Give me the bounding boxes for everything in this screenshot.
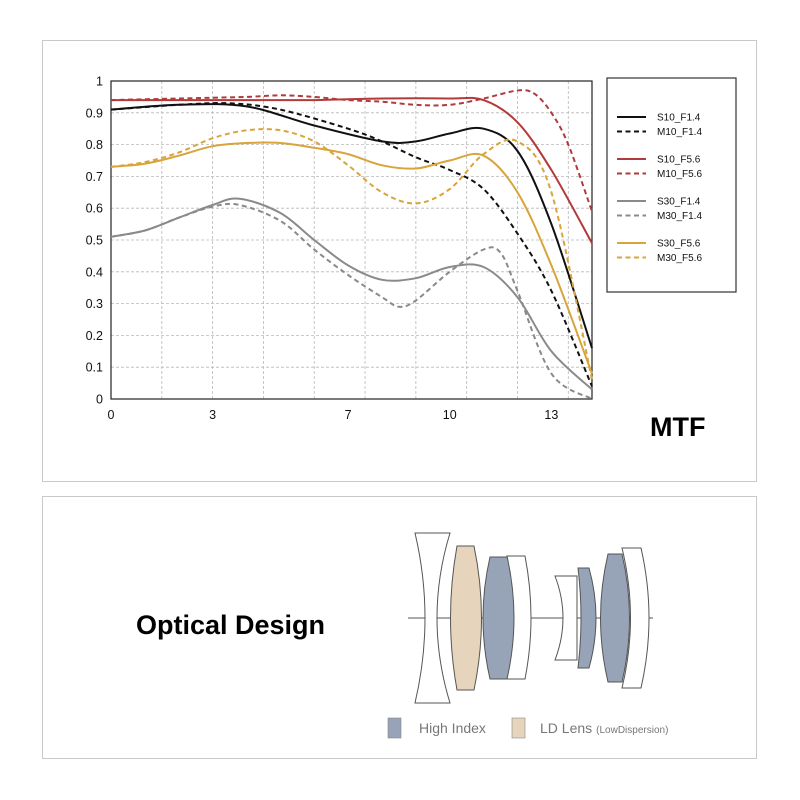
mtf-title: MTF bbox=[650, 412, 706, 442]
x-tick-label: 10 bbox=[443, 408, 457, 422]
series-s10-f5-6 bbox=[110, 96, 593, 244]
y-tick-label: 0.8 bbox=[86, 138, 103, 152]
lens-element-1 bbox=[414, 532, 451, 704]
y-tick-label: 0.6 bbox=[86, 202, 103, 216]
x-tick-label: 0 bbox=[108, 408, 115, 422]
y-tick-label: 1 bbox=[96, 75, 103, 89]
ld-lens-swatch bbox=[511, 717, 526, 739]
series-s30-f5-6 bbox=[110, 141, 593, 374]
ld-lens-note: (LowDispersion) bbox=[596, 725, 668, 736]
y-tick-label: 0.3 bbox=[86, 297, 103, 311]
optical-design-title: Optical Design bbox=[136, 610, 326, 640]
legend-box bbox=[606, 77, 737, 293]
y-tick-label: 0.2 bbox=[86, 329, 103, 343]
series-m10-f5-6 bbox=[110, 89, 593, 212]
optical-design-panel: Optical Design High Index LD Lens (LowDis… bbox=[42, 496, 757, 759]
plot-frame bbox=[110, 80, 593, 400]
lens-element-5 bbox=[554, 575, 578, 661]
series-s30-f1-4 bbox=[110, 197, 593, 391]
legend-label: M10_F5.6 bbox=[657, 169, 702, 180]
y-tick-label: 0 bbox=[96, 393, 103, 407]
legend-label: S30_F5.6 bbox=[657, 239, 701, 250]
y-tick-label: 0.7 bbox=[86, 170, 103, 184]
series-m30-f1-4 bbox=[110, 202, 593, 400]
y-tick-label: 0.9 bbox=[86, 106, 103, 120]
lens-element-8 bbox=[621, 547, 650, 689]
mtf-panel: 0 0.1 0.2 0.3 0.4 0.5 0.6 0.7 0.8 0.9 1 0 3 7 10 13 S10… bbox=[42, 40, 757, 482]
x-tick-label: 3 bbox=[209, 408, 216, 422]
legend-label: S10_F1.4 bbox=[657, 113, 701, 124]
legend-label: S30_F1.4 bbox=[657, 197, 701, 208]
lens-element-4 bbox=[506, 555, 532, 680]
lens-element-high-index-3 bbox=[600, 553, 630, 683]
legend-label: M10_F1.4 bbox=[657, 127, 702, 138]
x-tick-label: 13 bbox=[544, 408, 558, 422]
high-index-swatch bbox=[387, 717, 402, 739]
series-m10-f1-4 bbox=[110, 102, 593, 387]
high-index-label: High Index bbox=[419, 720, 486, 736]
y-tick-label: 0.4 bbox=[86, 265, 103, 279]
ld-lens-label: LD Lens (LowDispersion) bbox=[540, 720, 668, 736]
ld-lens-label-text: LD Lens bbox=[540, 720, 592, 736]
series-s10-f1-4 bbox=[110, 103, 593, 349]
x-tick-label: 7 bbox=[345, 408, 352, 422]
lens-element-high-index-2 bbox=[577, 567, 597, 669]
lens-diagram: High Index LD Lens (LowDispersion) bbox=[387, 532, 668, 739]
legend-label: M30_F5.6 bbox=[657, 253, 702, 264]
lens-element-ld bbox=[450, 545, 482, 691]
legend-label: M30_F1.4 bbox=[657, 211, 702, 222]
y-tick-label: 0.1 bbox=[86, 361, 103, 375]
legend-label: S10_F5.6 bbox=[657, 155, 701, 166]
mtf-chart: 00.10.20.30.40.50.60.70.80.910 3 7 10 13 S10… bbox=[86, 75, 737, 422]
y-tick-label: 0.5 bbox=[86, 234, 103, 248]
series-m30-f5-6 bbox=[110, 128, 593, 381]
